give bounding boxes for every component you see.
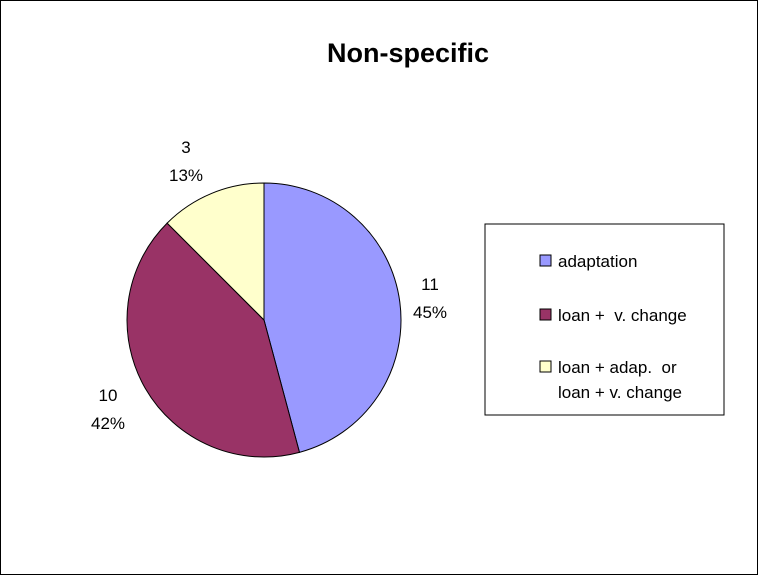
legend-entry-loan-adap-or-line1: loan + adap. or [558,358,677,377]
legend: adaptation loan + v. change loan + adap.… [484,223,725,416]
legend-swatch-loan-adap-or [539,360,552,373]
data-label-value: 3 [181,138,190,157]
chart-title: Non-specific [327,38,489,68]
slice-label-loan-adap-or: 3 13% [169,138,203,185]
legend-swatch-loan-v-change [539,308,552,321]
pie-slices [126,182,402,458]
legend-entry-loan-adap-or-line2: loan + v. change [558,383,682,402]
data-label-percent: 42% [91,414,125,433]
pie-slice-adaptation [263,182,402,453]
data-label-percent: 45% [413,303,447,322]
legend-box [484,223,725,416]
legend-entry-loan-v-change: loan + v. change [558,306,687,325]
pie-slice-loan-adap-or [166,182,265,322]
data-label-value: 11 [421,275,439,294]
slice-label-adaptation: 11 45% [413,275,447,322]
data-label-percent: 13% [169,166,203,185]
data-label-value: 10 [99,386,118,405]
legend-entry-adaptation: adaptation [558,252,637,271]
legend-swatch-adaptation [539,254,552,267]
pie-slice-loan-v-change [126,222,301,458]
slice-label-loan-v-change: 10 42% [91,386,125,433]
